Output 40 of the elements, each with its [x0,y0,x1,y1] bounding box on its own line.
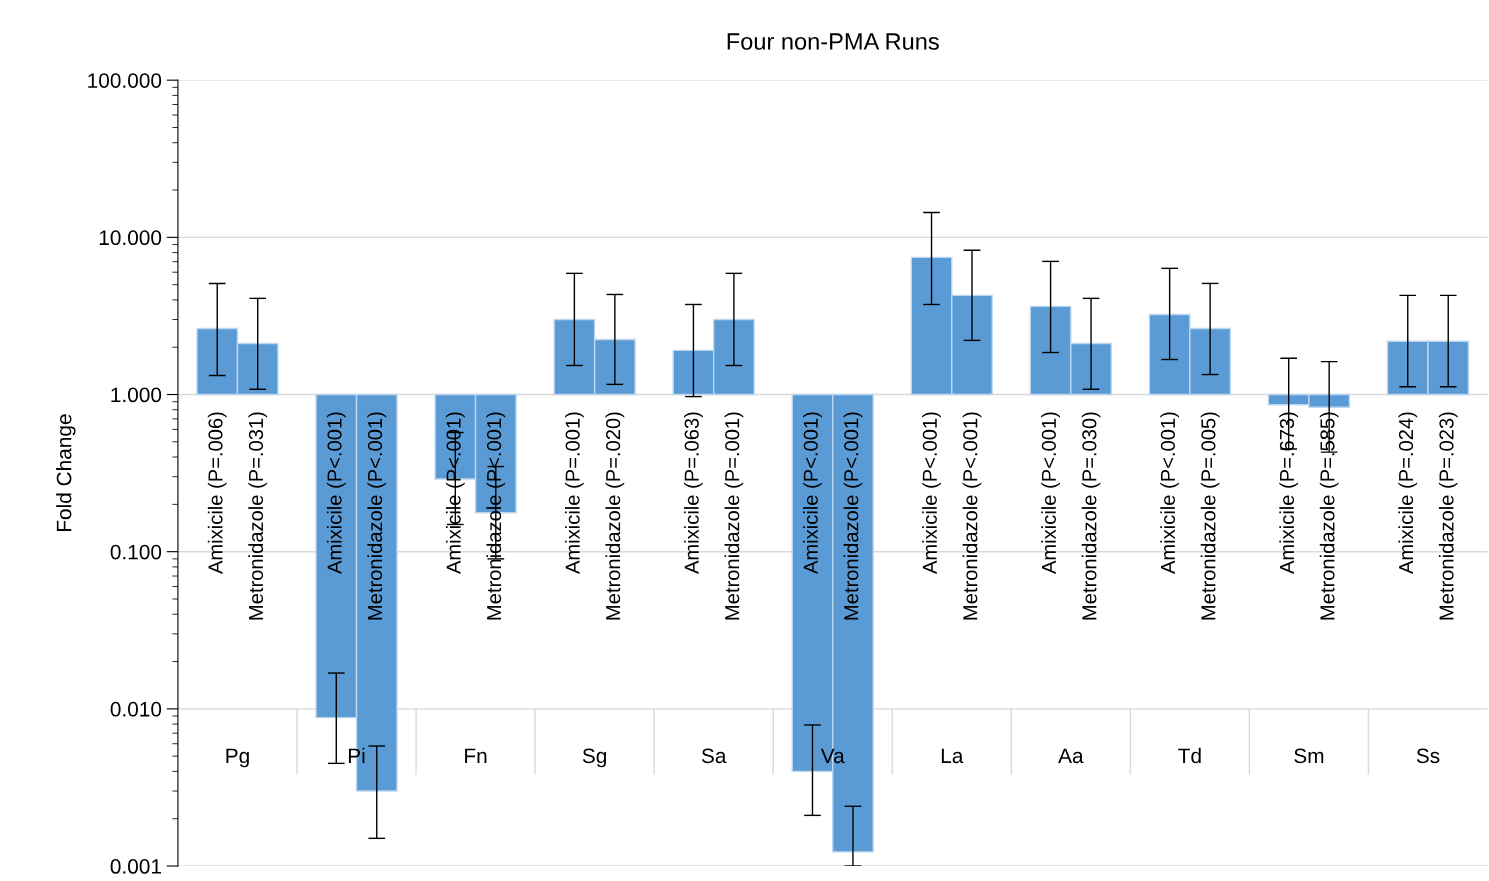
annotation: Metronidazole (P=.005) [1200,412,1220,620]
annotation: Amixicile (P<.001) [1041,412,1060,574]
annotation: Amixicile (P=.063) [684,412,703,574]
annotation: Amixicile (P<.001) [326,412,346,574]
x-tick-label: La [941,748,964,764]
x-tick-label: Aa [1058,748,1084,764]
annotation: Amixicile (P=.006) [207,412,227,574]
x-tick-label: Ss [1416,748,1440,764]
annotation: Metronidazole (P=.030) [1081,412,1101,620]
annotation: Amixicile (P=.673) [1279,412,1299,574]
x-tick-label: Td [1178,747,1201,764]
x-tick-label: Sm [1294,748,1324,764]
x-tick-label: Sa [701,748,727,764]
x-tick-label: Sg [582,748,607,768]
y-tick-label: 1.000 [111,387,162,403]
y-tick-label: 0.001 [110,859,161,874]
annotation: Amixicile (P=.024) [1398,412,1418,574]
annotation: Amixicile (P=.001) [564,412,584,574]
y-tick-label: 100.000 [88,73,162,88]
y-axis-title: Fold Change [56,414,76,532]
annotation: Amixicile (P<.001) [803,412,822,574]
annotation: Metronidazole (P<.001) [367,412,387,620]
annotation: Metronidazole (P=.020) [605,412,625,620]
y-tick-label: 0.010 [110,701,162,717]
annotation: Metronidazole (P=.585) [1319,412,1339,620]
x-tick-label: Va [820,748,845,764]
chart-title: Four non-PMA Runs [727,33,939,50]
annotation: Metronidazole (P=.023) [1438,412,1458,620]
annotation: Amixicile (P<.001) [1160,412,1180,574]
y-tick-label: 0.100 [110,544,162,560]
annotation: Metronidazole (P<.001) [486,412,506,620]
annotation: Metronidazole (P=.001) [724,412,744,620]
x-tick-label: Pi [348,747,365,763]
annotation: Metronidazole (P=.031) [248,412,268,620]
x-tick-label: Fn [465,748,487,763]
y-tick-label: 10.000 [99,230,162,246]
annotation: Amixicile (P<.001) [922,412,941,574]
annotation: Metronidazole (P<.001) [962,412,982,620]
x-tick-label: Pg [226,748,249,768]
annotation: Metronidazole (P<.001) [843,412,863,620]
